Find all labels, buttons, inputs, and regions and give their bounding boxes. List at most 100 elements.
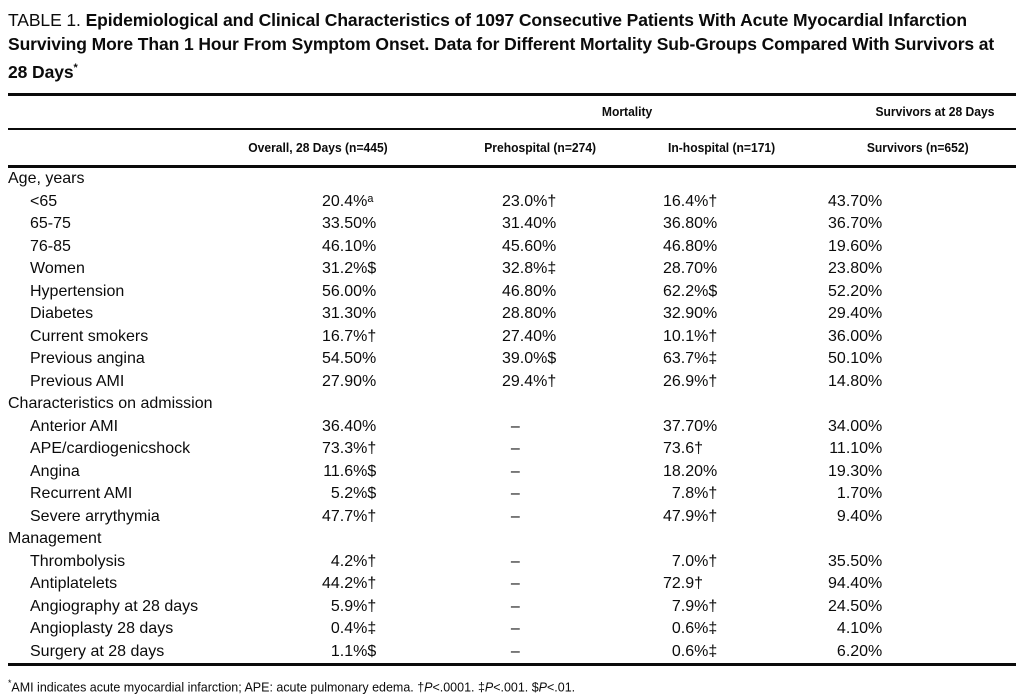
- cell-value: 23.80%: [828, 260, 883, 278]
- cell-value: 24.50%: [828, 597, 883, 615]
- table-row: Angioplasty 28 days 0.4%‡ – 0.6%‡ 4.10%: [8, 618, 1016, 641]
- cell-value: 7.9%†: [671, 597, 718, 615]
- table-row: 76-85 46.10% 45.60% 46.80% 19.60%: [8, 235, 1016, 258]
- table-row: Hypertension 56.00% 46.80% 62.2%$ 52.20%: [8, 280, 1016, 303]
- cell-value: 47.7%†: [322, 507, 377, 525]
- table-title: TABLE 1. Epidemiological and Clinical Ch…: [8, 8, 1016, 84]
- cell-value: 36.00%: [828, 327, 883, 345]
- cell-value: 46.80%: [502, 282, 557, 300]
- span-header-survivors: Survivors at 28 Days: [800, 92, 1017, 130]
- column-header-prehospital: Prehospital (n=274): [455, 128, 625, 168]
- cell-value: –: [510, 440, 520, 458]
- title-footnote-marker: *: [73, 62, 78, 74]
- footnote-segment: <.0001. ‡: [432, 679, 485, 695]
- value-cell: 56.00%: [240, 280, 455, 303]
- cell-value: 26.9%†: [663, 372, 718, 390]
- cell-value: 28.70%: [663, 260, 718, 278]
- row-label: Severe arrythymia: [30, 507, 160, 525]
- cell-value: 43.70%: [828, 192, 883, 210]
- cell-value: 33.50%: [322, 215, 377, 233]
- cell-value: 50.10%: [828, 350, 883, 368]
- table-number-label: TABLE 1.: [8, 10, 81, 30]
- column-header-survivors: Survivors (n=652): [800, 128, 1017, 168]
- value-cell: –: [455, 415, 625, 438]
- cell-value: 34.00%: [828, 417, 883, 435]
- table-row: Previous angina 54.50% 39.0%$ 63.7%‡ 50.10%: [8, 348, 1016, 371]
- value-cell: 14.80%: [800, 370, 1016, 393]
- column-header-inhospital: In-hospital (n=171): [625, 128, 801, 168]
- row-label: Hypertension: [30, 282, 125, 300]
- row-label: Angina: [30, 462, 80, 480]
- table-row: Diabetes 31.30% 28.80% 32.90% 29.40%: [8, 303, 1016, 326]
- cell-value: 14.80%: [828, 372, 883, 390]
- value-cell: –: [455, 438, 625, 461]
- cell-value: 31.40%: [502, 215, 557, 233]
- value-cell: 52.20%: [800, 280, 1016, 303]
- value-cell: –: [455, 550, 625, 573]
- value-cell: 18.20%: [625, 460, 800, 483]
- value-cell: 27.90%: [240, 370, 455, 393]
- value-cell: 46.80%: [455, 280, 625, 303]
- row-label: Angiography at 28 days: [30, 597, 199, 615]
- value-cell: 5.9%†: [240, 595, 455, 618]
- row-label: Antiplatelets: [30, 575, 118, 593]
- cell-value: 16.7%†: [322, 327, 377, 345]
- cell-value: –: [510, 575, 520, 593]
- cell-value: 62.2%$: [663, 282, 718, 300]
- value-cell: 33.50%: [240, 213, 455, 236]
- row-label: Diabetes: [30, 305, 94, 323]
- row-label: Previous angina: [30, 350, 145, 368]
- table-row: 65-75 33.50% 31.40% 36.80% 36.70%: [8, 213, 1016, 236]
- value-cell: 7.9%†: [625, 595, 800, 618]
- value-cell: 23.80%: [800, 258, 1016, 281]
- value-cell: 16.7%†: [240, 325, 455, 348]
- column-header-overall: Overall, 28 Days (n=445): [240, 128, 455, 168]
- value-cell: 50.10%: [800, 348, 1016, 371]
- cell-value: 4.10%: [836, 620, 883, 638]
- cell-value: 1.70%: [836, 485, 883, 503]
- value-cell: 19.60%: [800, 235, 1016, 258]
- value-cell: 73.6†: [625, 438, 800, 461]
- row-label: 65-75: [30, 215, 71, 233]
- value-cell: 19.30%: [800, 460, 1016, 483]
- row-label: Angioplasty 28 days: [30, 620, 174, 638]
- value-cell: 29.4%†: [455, 370, 625, 393]
- value-cell: 37.70%: [625, 415, 800, 438]
- mortality-span-label: Mortality: [602, 104, 653, 120]
- cell-value: 28.80%: [502, 305, 557, 323]
- row-label: Current smokers: [30, 327, 149, 345]
- value-cell: –: [455, 595, 625, 618]
- footnote-segment: <.001. $: [493, 679, 539, 695]
- value-cell: –: [455, 483, 625, 506]
- value-cell: 0.6%‡: [625, 618, 800, 641]
- cell-value: 19.30%: [828, 462, 883, 480]
- value-cell: 11.10%: [800, 438, 1016, 461]
- row-label: Recurrent AMI: [30, 485, 133, 503]
- column-header-row: Overall, 28 Days (n=445) Prehospital (n=…: [8, 128, 1017, 168]
- value-cell: 29.40%: [800, 303, 1016, 326]
- footnote-segment: *: [8, 677, 12, 688]
- value-cell: 36.00%: [800, 325, 1016, 348]
- row-label: Previous AMI: [30, 372, 125, 390]
- table-title-text: Epidemiological and Clinical Characteris…: [8, 10, 995, 82]
- cell-value: 54.50%: [322, 350, 377, 368]
- cell-value: 6.20%: [836, 642, 883, 660]
- cell-value: 94.40%: [828, 575, 883, 593]
- table-figure: TABLE 1. Epidemiological and Clinical Ch…: [8, 8, 1017, 695]
- cell-value: 11.10%: [829, 440, 883, 458]
- cell-value: 0.4%‡: [330, 620, 377, 638]
- cell-value: 1.1%$: [330, 642, 377, 660]
- value-cell: 4.10%: [800, 618, 1016, 641]
- table-footnote: *AMI indicates acute myocardial infarcti…: [8, 675, 1016, 695]
- cell-value: 0.6%‡: [671, 642, 718, 660]
- cell-value: 7.0%†: [671, 552, 718, 570]
- value-cell: 24.50%: [800, 595, 1016, 618]
- section-header-label: Age, years: [8, 170, 85, 188]
- value-cell: 16.4%†: [625, 190, 800, 213]
- value-cell: 1.70%: [800, 483, 1016, 506]
- cell-value: 29.4%†: [502, 372, 557, 390]
- cell-value: 56.00%: [322, 282, 377, 300]
- value-cell: 36.80%: [625, 213, 800, 236]
- footnote-segment: P: [538, 679, 547, 695]
- table-row: Recurrent AMI 5.2%$ – 7.8%† 1.70%: [8, 483, 1016, 506]
